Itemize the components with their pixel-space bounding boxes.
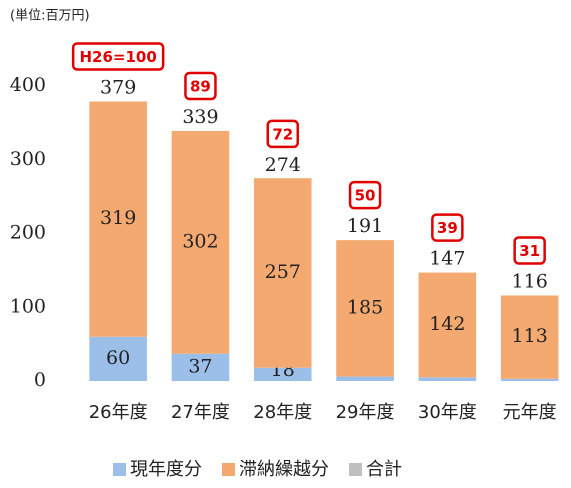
legend-swatch <box>113 463 126 476</box>
legend-swatch <box>222 463 235 476</box>
x-tick-label: 30年度 <box>418 402 477 423</box>
bar-segment <box>89 336 147 381</box>
bar-segment <box>253 367 312 381</box>
total-label: 274 <box>265 154 301 176</box>
bar-segment <box>253 178 312 368</box>
index-box <box>348 180 382 210</box>
x-tick-label: 29年度 <box>336 402 395 423</box>
x-tick-label: 28年度 <box>253 402 312 423</box>
index-label: 89 <box>190 77 211 95</box>
index-label: 72 <box>272 125 293 143</box>
unit-label: (単位:百万円) <box>10 8 90 24</box>
bar-segment <box>336 240 394 377</box>
legend-label: 滞納繰越分 <box>239 459 329 480</box>
segment-label: 60 <box>106 347 130 369</box>
x-tick-label: 元年度 <box>503 402 557 423</box>
x-tick-label: 26年度 <box>89 402 148 423</box>
segment-label: 319 <box>100 207 136 229</box>
index-box <box>513 236 546 265</box>
segment-label: 257 <box>265 261 301 283</box>
legend-label: 合計 <box>366 459 402 480</box>
index-box <box>266 119 299 149</box>
segment-label: 185 <box>347 296 383 318</box>
index-box <box>431 213 464 242</box>
index-label: H26=100 <box>79 48 156 66</box>
index-label: 31 <box>519 242 540 260</box>
y-tick-label: 200 <box>10 222 46 244</box>
total-label: 116 <box>512 270 548 292</box>
y-tick-label: 0 <box>34 369 46 391</box>
index-box <box>71 42 165 71</box>
bar-segment <box>500 295 559 379</box>
segment-label: 142 <box>429 313 465 335</box>
bar-segment <box>500 378 559 381</box>
y-tick-label: 100 <box>10 295 46 317</box>
bar-segment <box>89 101 147 337</box>
index-label: 50 <box>355 187 376 205</box>
legend-swatch <box>349 463 362 476</box>
segment-label: 302 <box>182 230 218 252</box>
x-tick-label: 27年度 <box>171 402 230 423</box>
bar-segment <box>171 353 230 381</box>
bar-segment <box>418 272 477 378</box>
bar-segment <box>418 377 477 381</box>
index-label: 39 <box>437 219 458 237</box>
legend-label: 現年度分 <box>130 459 202 480</box>
index-box <box>184 71 217 101</box>
total-label: 147 <box>429 248 465 270</box>
bar-segment <box>336 376 394 381</box>
y-tick-label: 400 <box>10 74 46 96</box>
segment-label: 37 <box>188 355 212 377</box>
y-tick-label: 300 <box>10 148 46 170</box>
bar-segment <box>171 130 230 354</box>
segment-label: 113 <box>512 325 548 347</box>
total-label: 339 <box>182 106 218 128</box>
total-label: 191 <box>347 215 383 237</box>
total-label: 379 <box>100 76 136 98</box>
